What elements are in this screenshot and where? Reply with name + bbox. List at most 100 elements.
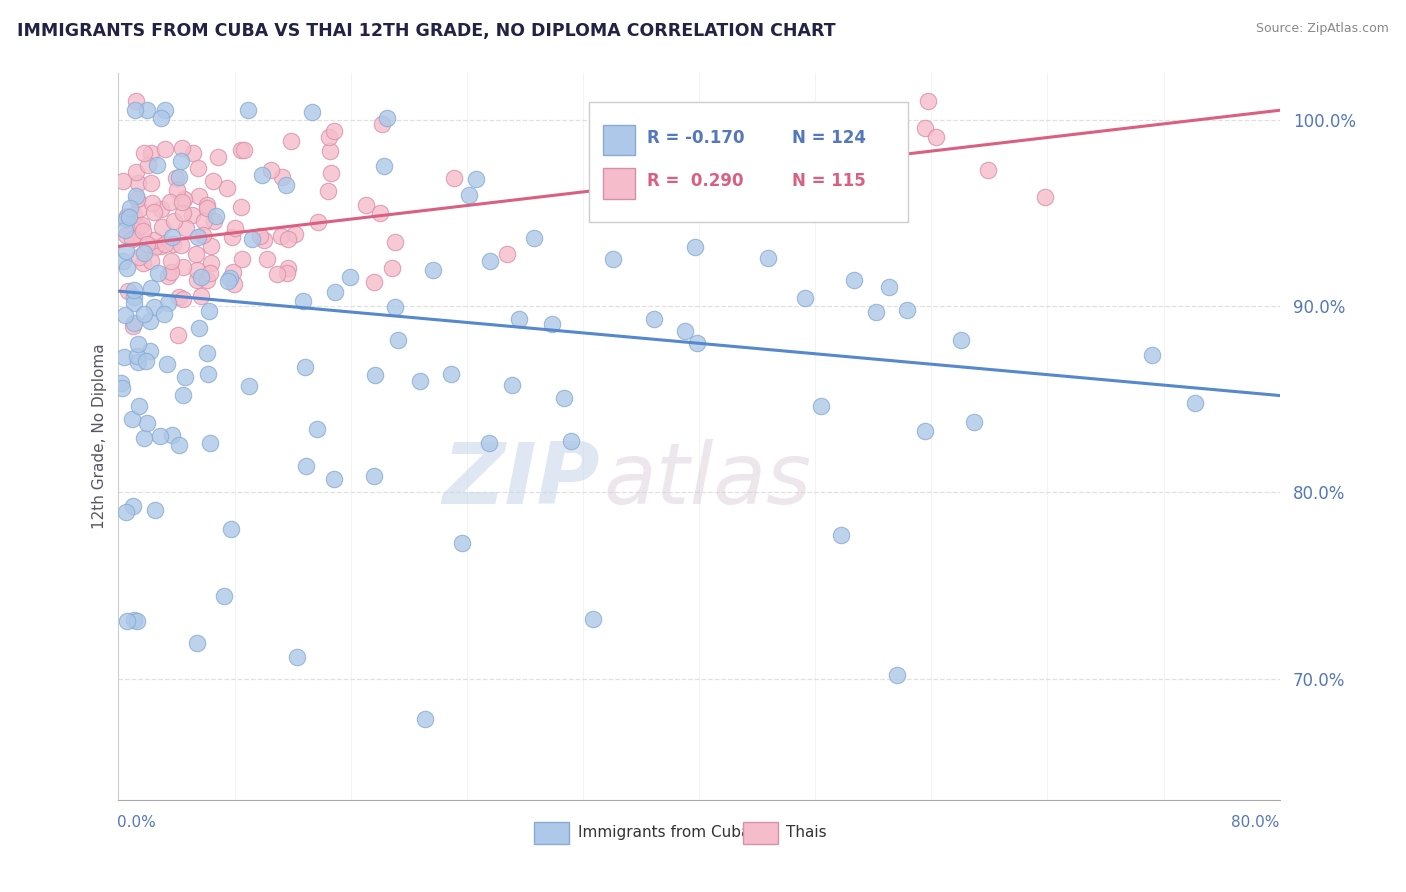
Point bbox=[165, 171, 187, 186]
Point bbox=[187, 161, 209, 176]
Point bbox=[125, 165, 148, 179]
Point bbox=[266, 267, 288, 281]
Point bbox=[222, 277, 245, 291]
Text: R = -0.170: R = -0.170 bbox=[647, 128, 744, 146]
Point bbox=[458, 188, 481, 202]
Point bbox=[132, 256, 155, 270]
Point bbox=[115, 227, 138, 242]
Point bbox=[368, 206, 391, 220]
Point bbox=[381, 261, 404, 276]
Point bbox=[170, 237, 193, 252]
Point bbox=[139, 314, 162, 328]
Text: Thais: Thais bbox=[786, 825, 827, 840]
Point bbox=[914, 121, 936, 136]
Point bbox=[202, 214, 225, 228]
Point bbox=[115, 614, 138, 628]
Point bbox=[865, 305, 887, 319]
Text: N = 124: N = 124 bbox=[792, 128, 866, 146]
Point bbox=[232, 143, 254, 157]
Point bbox=[354, 198, 377, 212]
Point bbox=[560, 434, 582, 448]
Point bbox=[173, 370, 195, 384]
Point bbox=[443, 170, 465, 185]
Point bbox=[111, 381, 134, 395]
Point bbox=[128, 202, 150, 216]
Point bbox=[373, 159, 395, 173]
Point bbox=[188, 189, 211, 203]
Point bbox=[323, 123, 346, 137]
Point bbox=[156, 268, 179, 283]
Point bbox=[260, 163, 283, 178]
Point bbox=[117, 211, 139, 225]
Point bbox=[287, 649, 309, 664]
Point bbox=[553, 391, 575, 405]
Point bbox=[163, 214, 186, 228]
Point bbox=[375, 111, 398, 125]
Point bbox=[153, 236, 176, 251]
Point bbox=[236, 103, 259, 118]
FancyBboxPatch shape bbox=[603, 125, 636, 155]
Point bbox=[160, 230, 183, 244]
Point bbox=[1140, 349, 1163, 363]
Point bbox=[271, 169, 294, 184]
Point bbox=[115, 505, 138, 519]
Point bbox=[384, 235, 406, 249]
Point bbox=[451, 536, 474, 550]
Point bbox=[413, 713, 436, 727]
Point bbox=[914, 425, 936, 439]
Point bbox=[1184, 396, 1206, 410]
Point bbox=[121, 319, 143, 334]
Point bbox=[136, 237, 159, 252]
Point bbox=[422, 262, 444, 277]
Point bbox=[673, 324, 696, 338]
Point bbox=[110, 376, 132, 391]
Point bbox=[478, 436, 501, 450]
Point bbox=[122, 290, 145, 304]
Point bbox=[231, 252, 253, 266]
Point bbox=[439, 368, 461, 382]
Point bbox=[523, 231, 546, 245]
Point bbox=[155, 142, 177, 156]
Text: N = 115: N = 115 bbox=[792, 172, 866, 190]
Point bbox=[319, 144, 342, 158]
Point bbox=[200, 266, 222, 280]
Point bbox=[318, 130, 340, 145]
Point bbox=[121, 411, 143, 425]
Point bbox=[295, 459, 318, 474]
Point bbox=[859, 160, 882, 174]
Point bbox=[193, 228, 215, 243]
Point bbox=[122, 295, 145, 310]
Point bbox=[218, 274, 240, 288]
Point bbox=[229, 200, 252, 214]
Point bbox=[186, 262, 208, 277]
Point bbox=[508, 311, 530, 326]
Point bbox=[238, 379, 260, 393]
Point bbox=[685, 240, 707, 254]
Point bbox=[120, 201, 142, 215]
Point bbox=[316, 184, 339, 198]
Point bbox=[150, 202, 173, 216]
Point bbox=[371, 117, 394, 131]
Point bbox=[173, 192, 195, 206]
Point bbox=[187, 320, 209, 334]
Point bbox=[221, 265, 243, 279]
Point bbox=[141, 195, 163, 210]
Text: ZIP: ZIP bbox=[443, 439, 600, 522]
Point bbox=[149, 429, 172, 443]
Point bbox=[156, 357, 179, 371]
Point bbox=[830, 528, 852, 542]
Point bbox=[270, 228, 292, 243]
Point bbox=[896, 302, 918, 317]
Point bbox=[157, 296, 180, 310]
Point bbox=[602, 252, 624, 266]
Point bbox=[124, 103, 146, 118]
Point bbox=[277, 260, 299, 275]
FancyBboxPatch shape bbox=[589, 102, 908, 222]
Point bbox=[139, 254, 162, 268]
Point bbox=[172, 260, 194, 275]
Point bbox=[886, 667, 908, 681]
Point bbox=[112, 174, 135, 188]
Point bbox=[277, 232, 299, 246]
Point bbox=[150, 111, 173, 125]
Point bbox=[384, 300, 406, 314]
